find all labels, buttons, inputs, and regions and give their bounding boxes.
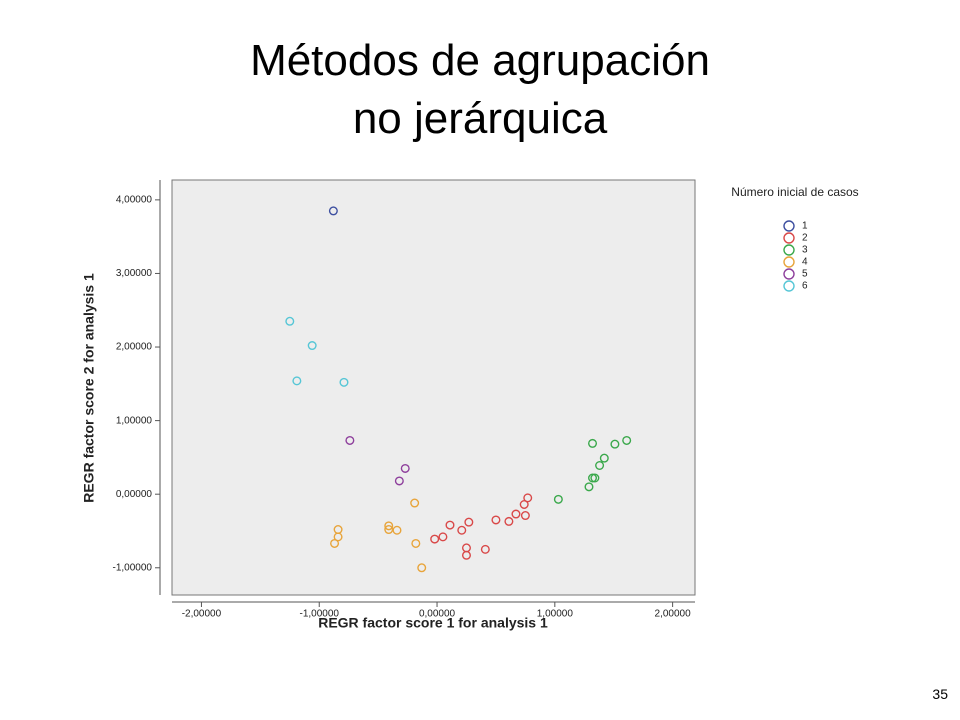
point xyxy=(519,499,529,509)
x-tick-label: 2,00000 xyxy=(655,609,692,620)
point xyxy=(599,453,609,463)
legend-label: 1 xyxy=(802,221,808,232)
point xyxy=(464,517,474,527)
legend-swatch xyxy=(783,232,795,244)
x-tick-label: 0,00000 xyxy=(419,609,456,620)
point xyxy=(345,435,355,445)
x-axis-label: REGR factor score 1 for analysis 1 xyxy=(318,615,548,631)
point xyxy=(523,493,533,503)
legend-swatch xyxy=(783,244,795,256)
x-tick-label: -1,00000 xyxy=(299,609,339,620)
point xyxy=(584,482,594,492)
page-number: 35 xyxy=(932,686,948,702)
legend-title: Número inicial de casos xyxy=(731,185,859,199)
legend-swatch xyxy=(783,280,795,292)
point xyxy=(520,511,530,521)
legend-label: 6 xyxy=(802,281,808,292)
point xyxy=(384,521,394,531)
point xyxy=(411,538,421,548)
point xyxy=(610,439,620,449)
point xyxy=(461,550,471,560)
point xyxy=(400,463,410,473)
legend-label: 3 xyxy=(802,245,808,256)
point xyxy=(292,376,302,386)
legend-swatch xyxy=(783,268,795,280)
y-tick-label: 4,00000 xyxy=(116,195,153,206)
y-tick-label: -1,00000 xyxy=(113,562,153,573)
point xyxy=(430,534,440,544)
slide-title: Métodos de agrupación no jerárquica xyxy=(250,36,710,143)
point xyxy=(285,316,295,326)
y-tick-label: 0,00000 xyxy=(116,489,153,500)
point xyxy=(307,341,317,351)
y-tick-label: 3,00000 xyxy=(116,268,153,279)
point xyxy=(410,498,420,508)
point xyxy=(590,473,600,483)
y-axis-label: REGR factor score 2 for analysis 1 xyxy=(81,273,97,503)
legend-label: 4 xyxy=(802,257,808,268)
point xyxy=(553,494,563,504)
point xyxy=(457,525,467,535)
point xyxy=(330,538,340,548)
point xyxy=(333,532,343,542)
point xyxy=(445,520,455,530)
y-tick-label: 1,00000 xyxy=(116,415,153,426)
point xyxy=(511,509,521,519)
point xyxy=(480,544,490,554)
point xyxy=(384,525,394,535)
legend-swatch xyxy=(783,256,795,268)
point xyxy=(504,516,514,526)
point xyxy=(392,525,402,535)
point xyxy=(339,377,349,387)
point xyxy=(394,476,404,486)
y-tick-label: 2,00000 xyxy=(116,342,153,353)
point xyxy=(622,435,632,445)
point xyxy=(417,563,427,573)
point xyxy=(438,532,448,542)
point xyxy=(588,438,598,448)
x-tick-label: 1,00000 xyxy=(537,609,574,620)
plot-area xyxy=(171,179,696,596)
legend-swatch xyxy=(783,220,795,232)
x-tick-label: -2,00000 xyxy=(182,609,222,620)
point xyxy=(328,206,338,216)
point xyxy=(595,460,605,470)
legend-label: 2 xyxy=(802,233,808,244)
legend-label: 5 xyxy=(802,269,808,280)
point xyxy=(491,515,501,525)
